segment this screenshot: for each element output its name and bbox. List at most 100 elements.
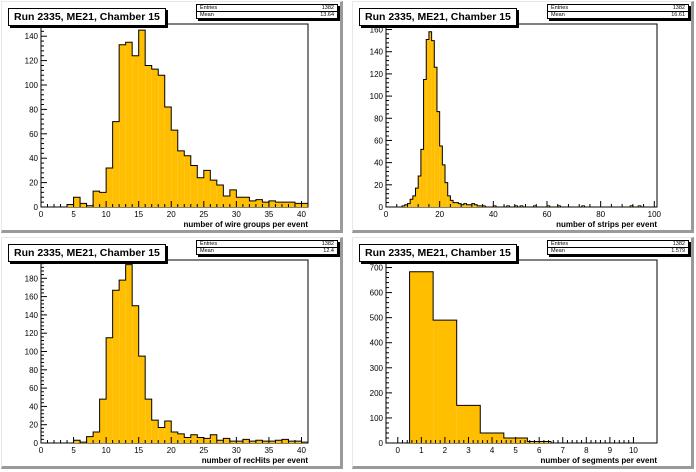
histogram-bar: [482, 205, 486, 207]
y-tick-label: 0: [34, 439, 39, 448]
x-tick-label: 0: [384, 210, 389, 219]
stats-mean-label: Mean: [551, 248, 565, 254]
histogram-bar: [125, 264, 133, 443]
histogram-bar: [190, 165, 198, 207]
histogram-outline: [41, 264, 309, 444]
histogram-bar: [106, 167, 113, 207]
histogram-bar: [436, 111, 440, 207]
histogram-title: Run 2335, ME21, Chamber 15: [359, 244, 517, 262]
histogram-bar: [423, 79, 427, 207]
histogram-bar: [477, 205, 480, 207]
histogram-bar: [236, 441, 243, 443]
y-tick-label: 140: [25, 311, 39, 320]
x-tick-label: 20: [167, 446, 176, 455]
x-axis-title: number of wire groups per event: [184, 220, 309, 229]
histogram-bar: [506, 205, 510, 207]
y-tick-label: 180: [25, 274, 39, 283]
histogram-bar: [151, 420, 159, 443]
stats-entries-value: 1382: [321, 241, 334, 247]
x-tick-label: 3: [466, 446, 471, 455]
histogram-bar: [407, 203, 411, 207]
stats-entries-value: 1382: [672, 241, 685, 247]
stats-box: Entries 1382 Mean 16.61: [547, 4, 689, 19]
x-tick-label: 0: [396, 446, 401, 455]
histogram-bar: [581, 205, 585, 207]
histogram-bar: [93, 191, 100, 207]
x-tick-label: 80: [596, 210, 605, 219]
histogram-bar: [197, 437, 204, 443]
histogram-bar: [203, 170, 211, 207]
histogram-outline: [41, 29, 309, 208]
histogram-rechits: 0 5 10 15 20 25 30 35 40 0 20 40 60 80 100 120 140 160 180…: [25, 256, 309, 465]
histogram-bar: [210, 434, 217, 443]
x-tick-label: 35: [264, 210, 273, 219]
histogram-bar: [249, 441, 256, 443]
histogram-bar: [431, 40, 435, 207]
histogram-bar: [158, 75, 165, 208]
histogram-bar: [93, 432, 100, 443]
histogram-bar: [638, 205, 641, 207]
histogram-bar: [268, 200, 276, 207]
histogram-bar: [426, 39, 429, 208]
histogram-bar: [99, 399, 107, 443]
histogram-bar: [177, 433, 185, 443]
histogram-bar: [281, 439, 289, 443]
y-tick-label: 20: [374, 181, 383, 190]
histogram-bar: [145, 65, 152, 207]
stats-box: Entries 1382 Mean 1.579: [547, 240, 689, 255]
x-tick-label: 7: [561, 446, 566, 455]
x-tick-label: 2: [443, 446, 448, 455]
histogram-bar: [242, 439, 250, 443]
histogram-bar: [151, 69, 159, 207]
histogram-bar: [138, 30, 146, 207]
stats-mean-value: 13.64: [320, 12, 334, 18]
histogram-bar: [86, 205, 94, 207]
y-tick-label: 120: [25, 329, 39, 338]
x-tick-label: 40: [489, 210, 498, 219]
y-tick-label: 40: [29, 402, 38, 411]
histogram-bar: [453, 202, 456, 207]
x-tick-label: 5: [71, 210, 76, 219]
histogram-bar: [409, 271, 434, 443]
histogram-bar: [493, 205, 497, 207]
x-tick-label: 20: [435, 210, 444, 219]
plot-frame: [40, 259, 309, 444]
histogram-bar: [301, 203, 308, 207]
histogram-bar: [428, 31, 432, 207]
histogram-bar: [171, 432, 178, 443]
histogram-bar: [456, 405, 481, 443]
histogram-bar: [469, 204, 472, 207]
x-tick-label: 0: [39, 446, 44, 455]
y-tick-label: 80: [29, 366, 38, 375]
histogram-pad-segments: 0 1 2 3 4 5 6 7 8 9 10 0 100 200 300 400 500 600 700 number…: [352, 237, 694, 469]
histogram-bar: [433, 320, 457, 443]
histogram-bar: [533, 205, 537, 207]
histogram-bar: [461, 204, 464, 207]
stats-mean-label: Mean: [200, 12, 214, 18]
x-tick-label: 15: [134, 446, 143, 455]
histogram-bar: [434, 67, 437, 207]
histogram-bar: [229, 189, 237, 207]
y-tick-label: 0: [34, 203, 39, 212]
histogram-bar: [210, 180, 217, 207]
x-tick-label: 25: [199, 210, 208, 219]
histogram-bar: [223, 438, 230, 443]
histogram-bar: [404, 204, 408, 207]
histogram-bar: [73, 440, 81, 443]
x-tick-label: 30: [232, 210, 241, 219]
histogram-bar: [412, 195, 416, 207]
histogram-bar: [99, 192, 107, 207]
stats-box: Entries 1382 Mean 12.4: [196, 240, 338, 255]
histogram-bar: [463, 203, 467, 207]
x-tick-label: 5: [513, 446, 518, 455]
histogram-wire-groups: 0 5 10 15 20 25 30 35 40 0 20 40 60 80 100 120 140 number…: [25, 23, 309, 229]
y-tick-label: 0: [379, 439, 384, 448]
y-tick-label: 200: [370, 389, 384, 398]
x-tick-label: 0: [39, 210, 44, 219]
stats-entries-label: Entries: [551, 5, 569, 11]
histogram-bar: [474, 204, 478, 207]
stats-mean-label: Mean: [200, 248, 214, 254]
stats-box: Entries 1382 Mean 13.64: [196, 4, 338, 19]
x-tick-label: 35: [264, 446, 273, 455]
x-tick-label: 40: [297, 446, 306, 455]
